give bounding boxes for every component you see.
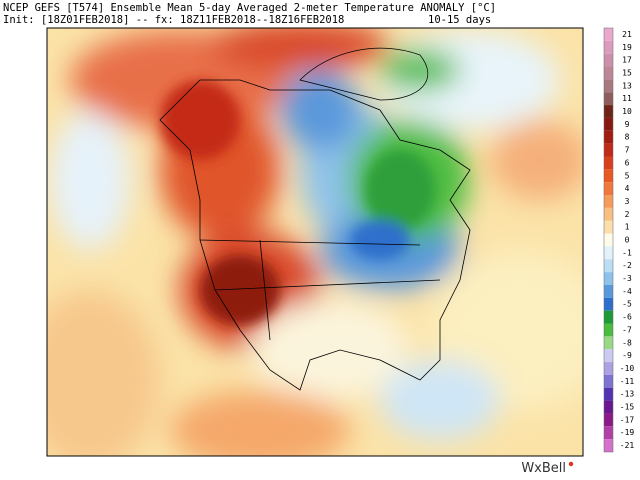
- colorbar-frame: [603, 27, 614, 453]
- colorbar-swatch: [604, 220, 613, 234]
- colorbar-swatch: [604, 233, 613, 247]
- colorbar-swatch: [604, 336, 613, 350]
- colorbar-swatch: [604, 439, 613, 452]
- colorbar-label: 2: [625, 210, 630, 219]
- colorbar-label: 13: [622, 81, 632, 90]
- colorbar-swatch: [604, 28, 613, 41]
- colorbar-swatch: [604, 169, 613, 183]
- anomaly-map: [47, 28, 583, 456]
- colorbar-label: -6: [622, 313, 632, 322]
- colorbar-label: -10: [620, 364, 635, 373]
- colorbar-label: 4: [625, 184, 630, 193]
- colorbar-swatch: [604, 400, 613, 414]
- colorbar-swatch: [604, 92, 613, 106]
- colorbar-swatch: [604, 143, 613, 157]
- colorbar-swatch: [604, 297, 613, 311]
- colorbar-label: 9: [625, 120, 630, 129]
- colorbar-swatch: [604, 66, 613, 80]
- colorbar-label: -2: [622, 261, 632, 270]
- colorbar-swatch: [604, 374, 613, 388]
- colorbar-label: 5: [625, 171, 630, 180]
- colorbar-label: -1: [622, 248, 632, 257]
- forecast-range: 10-15 days: [428, 14, 491, 26]
- colorbar-swatch: [604, 195, 613, 208]
- title: NCEP GEFS [T574] Ensemble Mean 5-day Ave…: [3, 2, 496, 14]
- colorbar-swatch: [604, 387, 613, 401]
- colorbar-label: 8: [625, 133, 630, 142]
- colorbar-label: 21: [622, 30, 632, 39]
- map-frame: [46, 27, 584, 457]
- colorbar-swatch: [604, 117, 613, 131]
- colorbar-label: -5: [622, 300, 632, 309]
- colorbar-swatch: [604, 156, 613, 170]
- colorbar-swatch: [604, 349, 613, 363]
- colorbar-label: 1: [625, 223, 630, 232]
- colorbar-label: -7: [622, 325, 632, 334]
- colorbar-label: -11: [620, 377, 635, 386]
- colorbar-label: 6: [625, 158, 630, 167]
- colorbar-label: -8: [622, 338, 632, 347]
- colorbar-label: -15: [620, 403, 635, 412]
- colorbar-swatch: [604, 53, 613, 67]
- colorbar-label: 17: [622, 56, 632, 65]
- logo-dot: [568, 461, 574, 467]
- colorbar-swatch: [604, 284, 613, 298]
- colorbar-label: 0: [625, 236, 630, 245]
- colorbar-swatch: [604, 426, 613, 440]
- colorbar-label: 15: [622, 68, 632, 77]
- colorbar-label: -17: [620, 415, 635, 424]
- colorbar-swatch: [604, 362, 613, 375]
- colorbar-label: 7: [625, 146, 630, 155]
- colorbar-label: -19: [620, 428, 635, 437]
- colorbar-swatch: [604, 272, 613, 285]
- colorbar-label: -9: [622, 351, 632, 360]
- colorbar-label: 11: [622, 94, 632, 103]
- colorbar-swatch: [604, 40, 613, 54]
- colorbar-swatch: [604, 246, 613, 260]
- logo: WxBell: [521, 461, 566, 476]
- colorbar-swatch: [604, 130, 613, 144]
- colorbar-swatch: [604, 105, 613, 118]
- colorbar-label: 10: [622, 107, 632, 116]
- colorbar-label: 3: [625, 197, 630, 206]
- colorbar-label: -21: [620, 441, 635, 450]
- colorbar-swatch: [604, 413, 613, 427]
- init-time: Init: [18Z01FEB2018] -- fx: 18Z11FEB2018…: [3, 14, 344, 26]
- colorbar-swatch: [604, 79, 613, 93]
- colorbar-swatch: [604, 310, 613, 324]
- colorbar-swatch: [604, 259, 613, 273]
- colorbar-label: -13: [620, 390, 635, 399]
- colorbar-swatch: [604, 182, 613, 196]
- colorbar-label: 19: [622, 43, 632, 52]
- colorbar-label: -3: [622, 274, 632, 283]
- colorbar-label: -4: [622, 287, 632, 296]
- colorbar-swatch: [604, 207, 613, 221]
- colorbar-swatch: [604, 323, 613, 337]
